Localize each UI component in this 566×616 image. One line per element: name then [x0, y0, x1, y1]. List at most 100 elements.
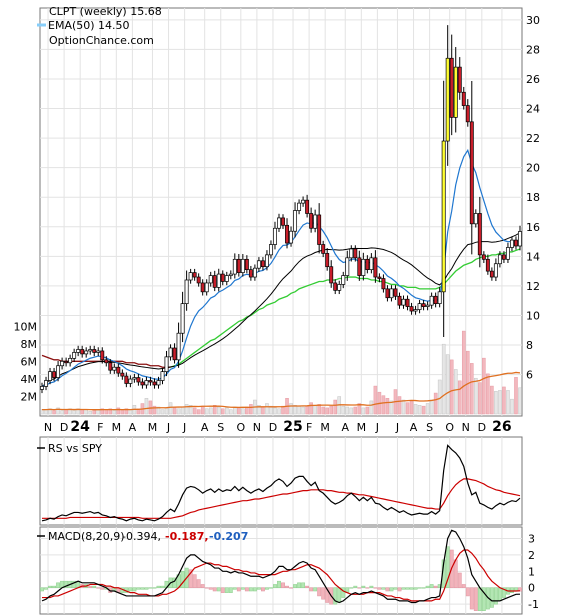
volume-bar: [208, 407, 213, 415]
macd-tick-label: 0: [528, 582, 535, 595]
candle-body: [421, 303, 426, 307]
macd-hist-bar: [269, 587, 273, 589]
macd-hist-bar: [132, 587, 137, 592]
volume-bar: [297, 405, 301, 415]
volume-tick-label: 10M: [14, 321, 38, 334]
candle-body: [104, 359, 109, 364]
volume-bar: [313, 405, 317, 415]
volume-bar: [124, 408, 129, 415]
macd-hist-bar: [409, 587, 414, 590]
volume-bar: [345, 406, 350, 415]
volume-bar: [100, 408, 105, 415]
volume-bar: [192, 407, 197, 415]
ma-black-line: [41, 232, 521, 387]
candle-body: [273, 227, 277, 245]
candle-body: [321, 244, 326, 254]
macd-hist-bar: [281, 582, 285, 588]
volume-bar: [425, 403, 430, 415]
macd-hist-bar: [228, 587, 233, 593]
volume-bar: [257, 405, 261, 415]
candle-body: [397, 295, 402, 306]
macd-tick-label: 2: [528, 549, 535, 562]
volume-bar: [373, 385, 378, 415]
candle-body: [357, 257, 362, 276]
volume-tick-label: 8M: [21, 338, 38, 351]
volume-bar: [301, 406, 305, 415]
price-frame: [39, 7, 523, 417]
volume-bar: [56, 407, 60, 415]
volume-bar: [40, 409, 44, 415]
candle-body: [349, 248, 354, 259]
macd-hist-bar: [248, 587, 253, 592]
candle-body: [188, 272, 193, 281]
volume-bar: [329, 405, 333, 415]
x-axis-label: M: [320, 421, 330, 434]
volume-bar: [401, 399, 406, 415]
price-tick-label: 28: [526, 43, 540, 56]
volume-bar: [514, 377, 518, 415]
candle-body: [518, 231, 522, 247]
macd-hist-bar: [265, 587, 269, 590]
volume-bar: [180, 406, 185, 415]
volume-bar: [52, 410, 56, 415]
candle-body: [413, 309, 418, 312]
candle-body: [493, 263, 498, 278]
macd-hist-bar: [72, 580, 77, 588]
candle-body: [44, 380, 48, 387]
volume-bar: [490, 385, 494, 415]
macd-hist-bar: [425, 585, 430, 588]
macd-hist-bar: [44, 587, 48, 590]
volume-bar: [265, 403, 269, 415]
volume-bar: [68, 408, 72, 415]
macd-hist-bar: [289, 587, 293, 589]
candle-body: [264, 254, 269, 268]
volume-bar: [365, 406, 370, 415]
candle-body: [228, 273, 233, 276]
price-tick-label: 22: [526, 132, 540, 145]
volume-bar: [494, 391, 498, 415]
volume-bar: [305, 405, 309, 415]
candle-body: [160, 371, 165, 381]
candle-body: [156, 380, 161, 386]
candle-body: [377, 276, 382, 279]
x-axis-label: A: [410, 421, 418, 434]
macd-hist-bar: [160, 585, 165, 588]
candle-body: [309, 213, 314, 229]
volume-bar: [397, 396, 402, 415]
candle-body: [260, 260, 265, 268]
macd-hist-bar: [421, 587, 426, 589]
macd-tick-label: -1: [528, 598, 539, 611]
x-axis-label: O: [236, 421, 245, 434]
candle-body: [405, 298, 410, 307]
macd-hist-bar: [497, 587, 502, 602]
candle-body: [429, 295, 434, 306]
macd-hist-bar: [365, 587, 370, 589]
x-axis-label: A: [201, 421, 209, 434]
price-tick-label: 24: [526, 103, 540, 116]
macd-hist-bar: [501, 587, 506, 598]
macd-hist-bar: [293, 584, 297, 588]
volume-bar: [120, 410, 125, 415]
volume-bar: [160, 409, 165, 415]
volume-bar: [76, 408, 80, 415]
macd-hist-bar: [510, 587, 514, 593]
x-axis-label: S: [426, 421, 433, 434]
volume-bar: [88, 411, 92, 415]
candle-body: [116, 366, 121, 374]
price-tick-label: 6: [526, 369, 533, 382]
macd-hist-bar: [188, 569, 193, 588]
x-axis-label: M: [357, 421, 367, 434]
macd-hist-bar: [429, 584, 434, 588]
macd-hist-bar: [260, 587, 265, 592]
volume-bar: [261, 406, 265, 415]
candle-body: [120, 372, 125, 377]
macd-hist-bar: [56, 582, 61, 588]
candle-body: [477, 213, 482, 256]
volume-bar: [92, 410, 97, 415]
volume-bar: [164, 407, 169, 415]
candle-body: [325, 253, 330, 268]
candle-body: [48, 371, 52, 381]
price-tick-label: 8: [526, 339, 533, 352]
candle-body: [510, 239, 514, 248]
